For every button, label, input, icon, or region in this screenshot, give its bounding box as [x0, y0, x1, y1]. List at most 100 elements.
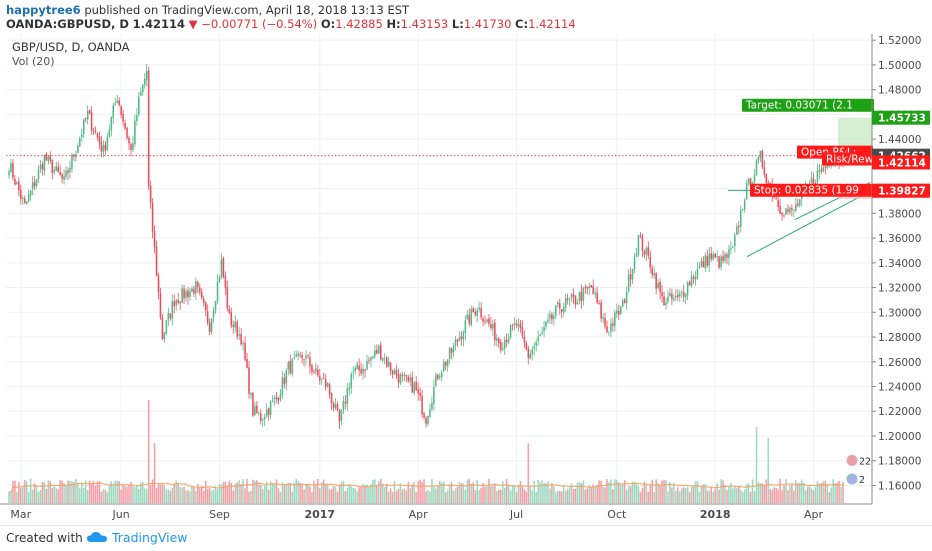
- candle-body: [702, 261, 705, 268]
- volume-bar: [395, 490, 398, 503]
- author-link[interactable]: happytree6: [6, 3, 81, 17]
- volume-bar: [686, 487, 689, 503]
- volume-bar: [533, 480, 535, 503]
- volume-bar: [100, 491, 103, 503]
- volume-bar: [604, 487, 606, 503]
- candle-body: [183, 288, 185, 299]
- candle-body: [267, 408, 270, 415]
- volume-bar: [366, 484, 368, 503]
- candle-body: [352, 372, 355, 374]
- candle-body: [610, 323, 612, 332]
- volume-bar: [413, 482, 415, 503]
- volume-bar: [793, 490, 795, 503]
- volume-bar: [35, 486, 38, 503]
- volume-bar: [661, 480, 663, 503]
- volume-bar: [358, 487, 360, 503]
- volume-bar: [90, 483, 93, 503]
- volume-bar: [551, 483, 553, 503]
- candle-body: [301, 355, 303, 359]
- candle-body: [193, 288, 195, 295]
- volume-bar: [739, 489, 742, 503]
- volume-bar: [399, 483, 402, 503]
- volume-bar: [12, 480, 14, 503]
- volume-bar: [27, 492, 30, 503]
- candle-body: [572, 294, 575, 297]
- volume-bar: [94, 485, 97, 503]
- candle-body: [513, 323, 516, 325]
- volume-bar: [291, 491, 294, 503]
- volume-bar: [51, 487, 54, 503]
- volume-bar: [771, 490, 774, 503]
- candle-body: [673, 298, 675, 301]
- volume-bar: [663, 479, 665, 503]
- volume-bar: [488, 478, 490, 503]
- candle-body: [464, 320, 467, 333]
- volume-bar: [779, 478, 781, 503]
- volume-bar: [212, 489, 215, 503]
- candle-body: [409, 377, 412, 382]
- candle-body: [126, 127, 128, 139]
- volume-bar: [303, 489, 305, 503]
- candle-body: [765, 174, 768, 184]
- volume-bar: [403, 488, 406, 503]
- volume-bar: [130, 482, 132, 503]
- candle-body: [468, 315, 471, 324]
- volume-bar: [783, 485, 785, 503]
- x-tick-label: 2018: [700, 508, 731, 521]
- candle-body: [629, 274, 632, 280]
- candle-body: [745, 183, 748, 200]
- volume-bar: [737, 486, 740, 503]
- candle-body: [212, 310, 215, 318]
- volume-bar: [525, 491, 528, 503]
- volume-bar: [789, 485, 791, 503]
- candle-body: [342, 400, 345, 410]
- candle-body: [25, 201, 28, 205]
- volume-bar: [616, 479, 618, 503]
- volume-bar: [763, 484, 766, 503]
- candle-body: [269, 401, 272, 416]
- volume-bar: [501, 480, 504, 503]
- candle-body: [726, 254, 728, 258]
- volume-bar: [437, 485, 439, 503]
- volume-bar: [98, 481, 101, 503]
- volume-bar: [80, 482, 83, 503]
- y-tick-label: 1.50000: [878, 60, 921, 72]
- volume-bar: [539, 482, 541, 503]
- volume-bar: [389, 488, 392, 503]
- volume-bar: [619, 484, 622, 503]
- candle-body: [810, 177, 813, 184]
- volume-bar: [18, 481, 20, 503]
- volume-bar: [195, 491, 197, 503]
- candle-body: [285, 370, 288, 384]
- candle-body: [293, 357, 296, 359]
- candle-body: [336, 404, 339, 411]
- candle-body: [261, 419, 264, 421]
- candle-body: [250, 392, 252, 395]
- candle-body: [240, 333, 242, 345]
- volume-bar: [499, 489, 502, 503]
- volume-bar: [61, 480, 63, 503]
- tradingview-logo[interactable]: TradingView: [86, 530, 188, 545]
- volume-bar: [747, 483, 750, 503]
- x-tick-label: Jun: [112, 508, 130, 521]
- volume-bar: [753, 491, 756, 503]
- candle-body: [185, 291, 187, 298]
- candle-body: [216, 281, 219, 302]
- volume-bar: [503, 487, 506, 503]
- volume-bar: [8, 491, 10, 503]
- volume-bar: [777, 489, 779, 503]
- open-value: 1.42885: [335, 17, 383, 31]
- volume-bar: [818, 483, 821, 503]
- volume-bar: [582, 480, 585, 503]
- price-marker-bg: [872, 110, 930, 125]
- volume-bar: [39, 489, 42, 503]
- volume-bar: [527, 443, 530, 503]
- candle-body: [295, 354, 297, 358]
- candle-body: [145, 71, 148, 80]
- volume-bar: [374, 479, 376, 503]
- candle-body: [84, 118, 87, 120]
- volume-bar: [122, 484, 124, 503]
- volume-bar: [55, 488, 57, 503]
